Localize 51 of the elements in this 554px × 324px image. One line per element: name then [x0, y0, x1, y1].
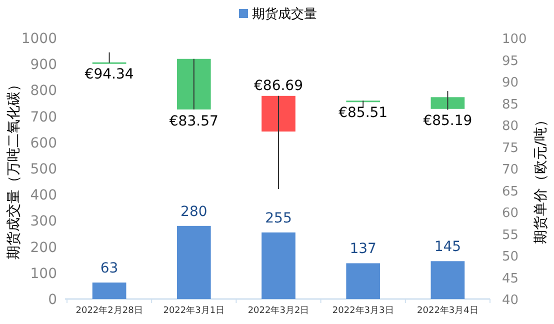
y-tick-label: 300 — [30, 214, 57, 230]
y-tick-label: 900 — [30, 57, 57, 74]
bar — [92, 282, 126, 299]
y2-tick-label: 55 — [502, 228, 519, 243]
y-tick-label: 700 — [30, 109, 57, 126]
y-tick-label: 100 — [30, 266, 57, 282]
y-tick-label: 400 — [30, 188, 57, 204]
y-axis-title: 期货成交量（万吨二氧化碳） — [6, 78, 22, 260]
annotation: €85.51 — [338, 105, 388, 122]
y2-tick-label: 45 — [502, 271, 519, 286]
y2-tick-label: 40 — [502, 293, 519, 308]
y2-tick-label: 80 — [502, 119, 519, 134]
data-label: 137 — [350, 241, 376, 258]
bar — [176, 226, 211, 299]
y-tick-label: 600 — [30, 135, 57, 152]
y2-tick-label: 90 — [502, 76, 519, 90]
x-tick-label: 2022年3月4日 — [417, 305, 478, 316]
y2-tick-label: 65 — [502, 184, 519, 200]
annotation: €86.69 — [254, 78, 303, 94]
y2-tick-label: 50 — [502, 250, 519, 264]
data-label: 280 — [180, 204, 208, 220]
y-tick-label: 800 — [30, 83, 57, 100]
y-tick-label: 500 — [30, 162, 57, 178]
candlestick — [430, 90, 465, 110]
legend-label: 期货成交量 — [252, 6, 317, 22]
y2-tick-label: 70 — [502, 162, 519, 178]
y2-tick-label: 95 — [502, 54, 519, 69]
annotation: €85.19 — [423, 112, 472, 129]
data-label: 255 — [265, 210, 292, 226]
y-tick-label: 200 — [30, 240, 57, 256]
y-tick-label: 0 — [48, 292, 57, 308]
data-label: 63 — [100, 260, 118, 277]
x-tick-label: 2022年3月2日 — [248, 305, 310, 316]
candlestick — [92, 52, 126, 64]
y2-tick-label: 100 — [502, 32, 527, 47]
y2-tick-label: 60 — [502, 206, 519, 221]
y2-axis-title: 期货单价（欧元/吨） — [533, 113, 549, 244]
x-tick-label: 2022年3月3日 — [332, 305, 394, 316]
x-tick-label: 2022年2月28日 — [76, 305, 143, 316]
y-tick-label: 1000 — [21, 31, 57, 47]
annotation: €83.57 — [169, 113, 218, 130]
candlestick — [176, 58, 211, 110]
y2-tick-label: 85 — [502, 97, 519, 112]
data-label: 145 — [434, 239, 462, 256]
bar — [262, 232, 296, 299]
annotation: €94.34 — [84, 66, 134, 83]
bar — [430, 261, 465, 299]
bar — [346, 263, 380, 299]
y2-tick-label: 75 — [502, 140, 519, 156]
x-tick-label: 2022年3月1日 — [163, 305, 225, 316]
candlestick — [262, 95, 296, 190]
